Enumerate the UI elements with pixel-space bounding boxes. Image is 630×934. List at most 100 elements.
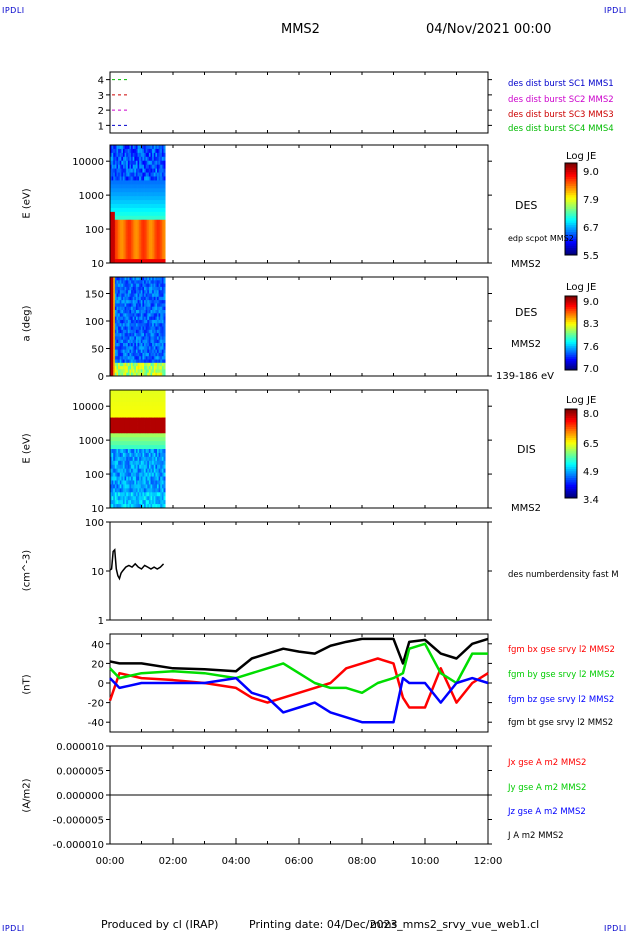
bfield-bz-line [110,678,488,722]
des-energy-spectro-cell [164,239,166,243]
dis-energy-spectro-cell [164,453,166,457]
bfield-legend-bx: fgm bx gse srvy l2 MMS2 [508,645,615,655]
burst-legend-mms2: des dist burst SC2 MMS2 [508,95,614,105]
des-energy-colorbar-title: Log JE [566,151,596,162]
burst-legend-mms4: des dist burst SC4 MMS4 [508,124,614,134]
des-energy-spectro-cell [164,145,166,149]
dis-energy-spectro-cell [164,414,166,418]
dis-energy-spectro-cell [164,429,166,433]
des-pitch-spectro-cell [164,333,166,337]
des-pitch-spectro-cell [164,317,166,321]
des-energy-spectro-cell [164,196,166,200]
time-axis-tick-label: 08:00 [348,856,377,867]
current-y-tick-label: -0.000005 [53,816,104,827]
des-energy-y-tick-label: 100 [85,225,104,236]
time-axis-tick-label: 06:00 [285,856,314,867]
dis-energy-spectro-cell [164,445,166,449]
density-y-tick-label: 100 [85,518,104,529]
time-axis-tick-label: 02:00 [159,856,188,867]
des-pitch-spacecraft: MMS2 [511,339,541,350]
des-energy-spectro-cell [164,255,166,259]
des-pitch-spectro-cell [164,330,166,334]
dis-energy-y-tick-label: 10000 [72,402,104,413]
dis-energy-y-tick-label: 100 [85,470,104,481]
dis-energy-cb-tick: 3.4 [583,495,599,506]
density-y-tick-label: 1 [98,616,104,627]
current-legend-jx: Jx gse A m2 MMS2 [508,758,586,768]
des-energy-spectro-cell [164,212,166,216]
dis-energy-cb-tick: 4.9 [583,467,599,478]
des-energy-spectro-cell [164,224,166,228]
des-energy-spectro-cell [164,173,166,177]
des-energy-spectro-cell [164,235,166,239]
burst-y-tick-label: 3 [98,91,104,102]
burst-legend-mms3: des dist burst SC3 MMS3 [508,110,614,120]
des-pitch-spectro-cell [164,294,166,298]
dis-energy-cb-tick: 6.5 [583,439,599,450]
current-y-tick-label: 0.000000 [56,791,104,802]
des-pitch-spectro-cell [164,346,166,350]
des-pitch-spectro-cell [164,356,166,360]
current-legend-jz: Jz gse A m2 MMS2 [508,807,586,817]
des-pitch-spectro-cell [164,280,166,284]
dis-energy-cb-tick: 8.0 [583,409,599,420]
des-energy-spectro-cell [164,200,166,204]
bfield-y-tick-label: 40 [91,640,104,651]
des-pitch-ylabel: a (deg) [22,299,33,349]
des-pitch-spectro-cell [164,307,166,311]
des-energy-y-tick-label: 1000 [79,191,104,202]
bfield-y-tick-label: 0 [98,679,104,690]
dis-energy-spectro-cell [164,500,166,504]
des-pitch-spectro-cell [164,336,166,340]
des-energy-spectro-cell [164,243,166,247]
des-pitch-spectro-cell [164,369,166,373]
des-energy-spectro-cell [164,232,166,236]
bfield-legend-by: fgm by gse srvy l2 MMS2 [508,670,615,680]
des-pitch-energy-range: 139-186 eV [496,371,554,382]
density-legend: des numberdensity fast M [508,570,619,580]
dis-energy-spectro-cell [164,465,166,469]
current-ylabel: (A/m2) [22,766,33,826]
des-pitch-cb-tick: 9.0 [583,297,599,308]
des-energy-spectro-cell [164,149,166,153]
dis-energy-spectro-cell [164,398,166,402]
des-energy-sublabel: edp scpot MMS2 [508,234,574,243]
bfield-legend-bt: fgm bt gse srvy l2 MMS2 [508,718,613,728]
bfield-y-tick-label: 20 [91,659,104,670]
current-legend-j: J A m2 MMS2 [508,831,564,841]
des-energy-spectro-cell [164,208,166,212]
des-energy-spacecraft: MMS2 [511,259,541,270]
dis-energy-spectro-frame [110,390,488,508]
current-y-tick-label: 0.000010 [56,742,104,753]
des-pitch-cb-tick: 7.6 [583,342,599,353]
dis-energy-spectro-cell [164,477,166,481]
des-energy-spectro-cell [164,153,166,157]
des-energy-spectro-cell [164,169,166,173]
dis-energy-ylabel: E (eV) [22,424,33,474]
des-energy-cb-tick: 7.9 [583,195,599,206]
des-pitch-cb-tick: 8.3 [583,319,599,330]
des-pitch-y-tick-label: 100 [85,317,104,328]
current-legend-jy: Jy gse A m2 MMS2 [508,783,586,793]
des-pitch-spectro-cell [164,300,166,304]
dis-energy-spectro-cell [164,473,166,477]
dis-energy-spectro-cell [164,433,166,437]
dis-energy-colorbar-title: Log JE [566,395,596,406]
des-energy-spectro-cell [164,204,166,208]
des-pitch-spectro-cell [164,350,166,354]
des-pitch-spectro-cell [164,310,166,314]
des-pitch-spectro-cell [164,287,166,291]
des-energy-spectro-cell [164,251,166,255]
des-energy-ylabel: E (eV) [22,179,33,229]
footer-produced: Produced by cl (IRAP) [101,918,218,931]
des-energy-spectro-cell [164,161,166,165]
des-pitch-spectro-cell [164,290,166,294]
des-pitch-spectro-cell [164,320,166,324]
current-y-tick-label: -0.000010 [53,840,104,851]
burst-y-tick-label: 2 [98,106,104,117]
density-frame [110,522,488,620]
corner-logo-right-bottom: IPDLI [604,924,627,933]
dis-energy-spectro-cell [164,457,166,461]
corner-logo-left-bottom: IPDLI [2,924,25,933]
